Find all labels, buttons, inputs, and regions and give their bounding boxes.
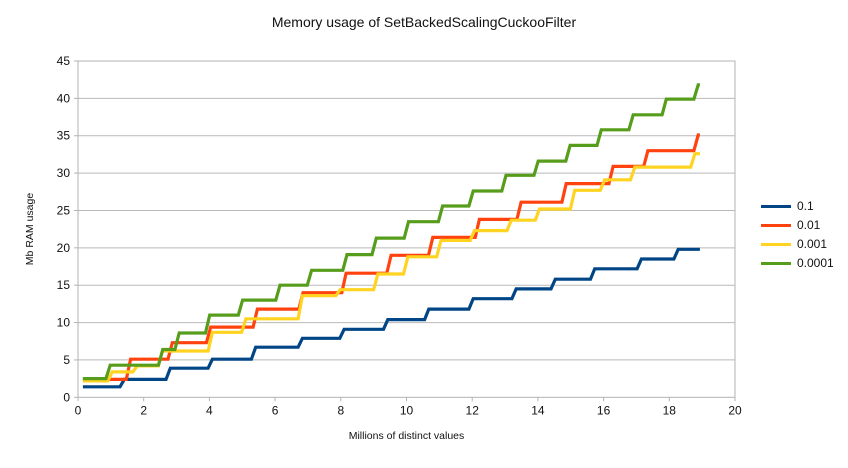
- tick-label-x-4: 4: [206, 403, 213, 417]
- series-line-0.1: [82, 247, 700, 389]
- tick-label-x-12: 12: [466, 403, 480, 417]
- tick-label-x-10: 10: [400, 403, 414, 417]
- tick-label-y-0: 0: [63, 390, 70, 404]
- tick-label-y-25: 25: [57, 203, 71, 217]
- x-axis-title: Millions of distinct values: [348, 430, 465, 442]
- legend-swatch-0.01: [761, 223, 791, 228]
- tick-label-x-18: 18: [663, 403, 677, 417]
- legend-item-0.1: 0.1: [761, 197, 834, 216]
- tick-label-y-30: 30: [57, 166, 71, 180]
- tick-label-x-2: 2: [140, 403, 147, 417]
- tick-label-y-40: 40: [57, 91, 71, 105]
- tick-label-x-0: 0: [75, 403, 82, 417]
- tick-label-x-8: 8: [337, 403, 344, 417]
- tick-label-x-20: 20: [728, 403, 742, 417]
- tick-label-y-15: 15: [57, 278, 71, 292]
- legend-swatch-0.1: [761, 204, 791, 209]
- tick-label-y-5: 5: [63, 353, 70, 367]
- legend-swatch-0.0001: [761, 261, 791, 266]
- tick-label-x-6: 6: [272, 403, 279, 417]
- legend-item-0.001: 0.001: [761, 235, 834, 254]
- tick-label-x-16: 16: [597, 403, 611, 417]
- series-line-0.0001: [82, 83, 700, 381]
- legend: 0.1 0.01 0.001 0.0001: [761, 197, 834, 273]
- tick-label-y-35: 35: [57, 129, 71, 143]
- legend-label-0.1: 0.1: [797, 199, 814, 213]
- legend-label-0.01: 0.01: [797, 218, 821, 232]
- tick-label-y-10: 10: [57, 316, 71, 330]
- legend-label-0.001: 0.001: [797, 237, 828, 251]
- legend-item-0.01: 0.01: [761, 216, 834, 235]
- legend-item-0.0001: 0.0001: [761, 254, 834, 273]
- legend-swatch-0.001: [761, 242, 791, 247]
- chart-title: Memory usage of SetBackedScalingCuckooFi…: [271, 14, 577, 30]
- tick-label-x-14: 14: [531, 403, 545, 417]
- tick-label-y-20: 20: [57, 241, 71, 255]
- tick-label-y-45: 45: [57, 54, 71, 68]
- y-axis-title: Mb RAM usage: [24, 192, 36, 266]
- legend-label-0.0001: 0.0001: [797, 256, 834, 270]
